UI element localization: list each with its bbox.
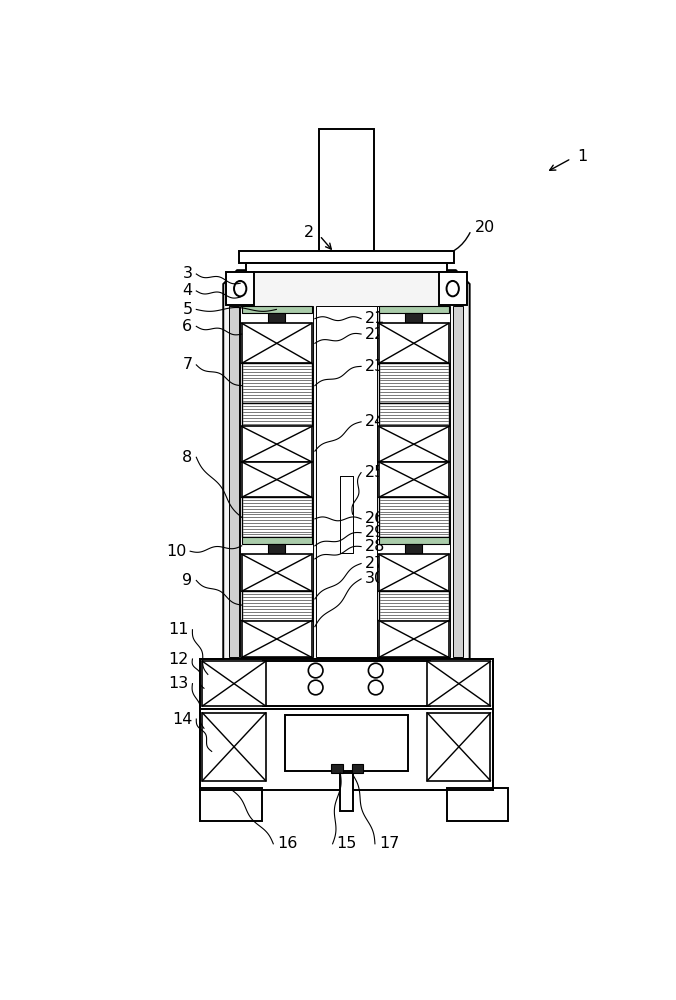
Text: 16: 16 [277, 836, 297, 851]
Bar [405, 312, 422, 323]
Bar [377, 306, 450, 657]
Text: 14: 14 [172, 712, 193, 727]
Bar [242, 591, 312, 620]
Text: 29: 29 [365, 525, 385, 540]
Bar [427, 713, 491, 781]
Ellipse shape [234, 281, 246, 296]
Text: 23: 23 [365, 359, 385, 374]
Text: 26: 26 [365, 511, 385, 526]
Bar [379, 497, 449, 537]
Text: 20: 20 [475, 220, 496, 235]
Bar [268, 312, 285, 323]
Bar [242, 497, 312, 537]
Text: 15: 15 [337, 836, 357, 851]
Bar [242, 462, 312, 497]
Bar [379, 363, 449, 403]
Bar [331, 764, 343, 773]
Bar [439, 272, 466, 305]
Text: 25: 25 [365, 465, 385, 480]
Text: 4: 4 [183, 283, 193, 298]
Bar [242, 620, 312, 657]
Text: 5: 5 [183, 302, 193, 317]
Text: 8: 8 [183, 450, 193, 465]
Text: 24: 24 [365, 414, 385, 429]
Bar [285, 715, 408, 771]
Bar [246, 263, 447, 272]
FancyArrowPatch shape [435, 233, 470, 257]
Bar [379, 323, 449, 363]
Text: 12: 12 [168, 652, 189, 666]
Bar [340, 773, 353, 811]
Text: 10: 10 [166, 544, 187, 559]
Text: 13: 13 [168, 676, 189, 691]
Bar [242, 323, 312, 363]
Text: 21: 21 [365, 311, 385, 326]
Bar [200, 709, 493, 790]
Bar [228, 306, 239, 657]
Text: 1: 1 [577, 149, 587, 164]
Text: 9: 9 [183, 573, 193, 588]
Bar [263, 661, 430, 706]
Bar [202, 661, 266, 706]
Text: 27: 27 [365, 556, 385, 571]
Bar [242, 363, 312, 403]
Bar [379, 403, 449, 426]
Bar [379, 537, 449, 544]
Bar [379, 554, 449, 591]
Bar [447, 788, 508, 821]
Bar [352, 764, 364, 773]
Text: 7: 7 [183, 357, 193, 372]
Bar [240, 306, 314, 657]
Bar [239, 251, 454, 263]
Text: 6: 6 [183, 319, 193, 334]
Text: 28: 28 [365, 539, 385, 554]
Bar [379, 620, 449, 657]
Bar [340, 476, 353, 553]
Bar [242, 403, 312, 426]
Bar [340, 476, 353, 553]
Text: 17: 17 [379, 836, 399, 851]
Bar [316, 306, 377, 657]
Bar [242, 537, 312, 544]
Bar [379, 426, 449, 462]
Text: 30: 30 [365, 571, 385, 586]
Bar [202, 713, 266, 781]
Bar [379, 306, 449, 312]
Bar [318, 129, 375, 251]
Bar [379, 462, 449, 497]
Bar [242, 426, 312, 462]
Bar [379, 591, 449, 620]
Bar [453, 306, 464, 657]
Bar [200, 659, 493, 709]
Text: 22: 22 [365, 327, 385, 342]
Polygon shape [223, 270, 470, 659]
Ellipse shape [447, 281, 459, 296]
Bar [200, 788, 262, 821]
Text: 3: 3 [183, 266, 193, 282]
Bar [268, 544, 285, 554]
Bar [242, 306, 312, 312]
Bar [405, 544, 422, 554]
Bar [427, 661, 491, 706]
Bar [226, 272, 254, 305]
Text: 2: 2 [304, 225, 314, 240]
Text: 11: 11 [168, 622, 189, 637]
Bar [242, 554, 312, 591]
